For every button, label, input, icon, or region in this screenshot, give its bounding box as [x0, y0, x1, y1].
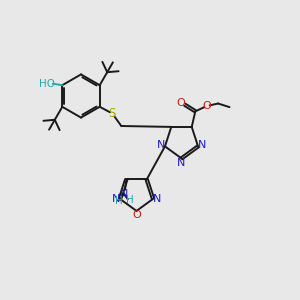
Text: H: H: [115, 196, 122, 206]
Text: N: N: [198, 140, 206, 150]
Text: O: O: [132, 210, 141, 220]
Text: H: H: [126, 195, 134, 206]
Text: N: N: [177, 158, 186, 168]
Text: N: N: [120, 189, 128, 199]
Text: HO: HO: [39, 79, 55, 89]
Text: S: S: [109, 107, 116, 120]
Text: N: N: [157, 140, 165, 150]
Text: O: O: [177, 98, 186, 108]
Text: N: N: [112, 194, 120, 204]
Text: O: O: [202, 101, 211, 111]
Text: N: N: [153, 194, 161, 204]
